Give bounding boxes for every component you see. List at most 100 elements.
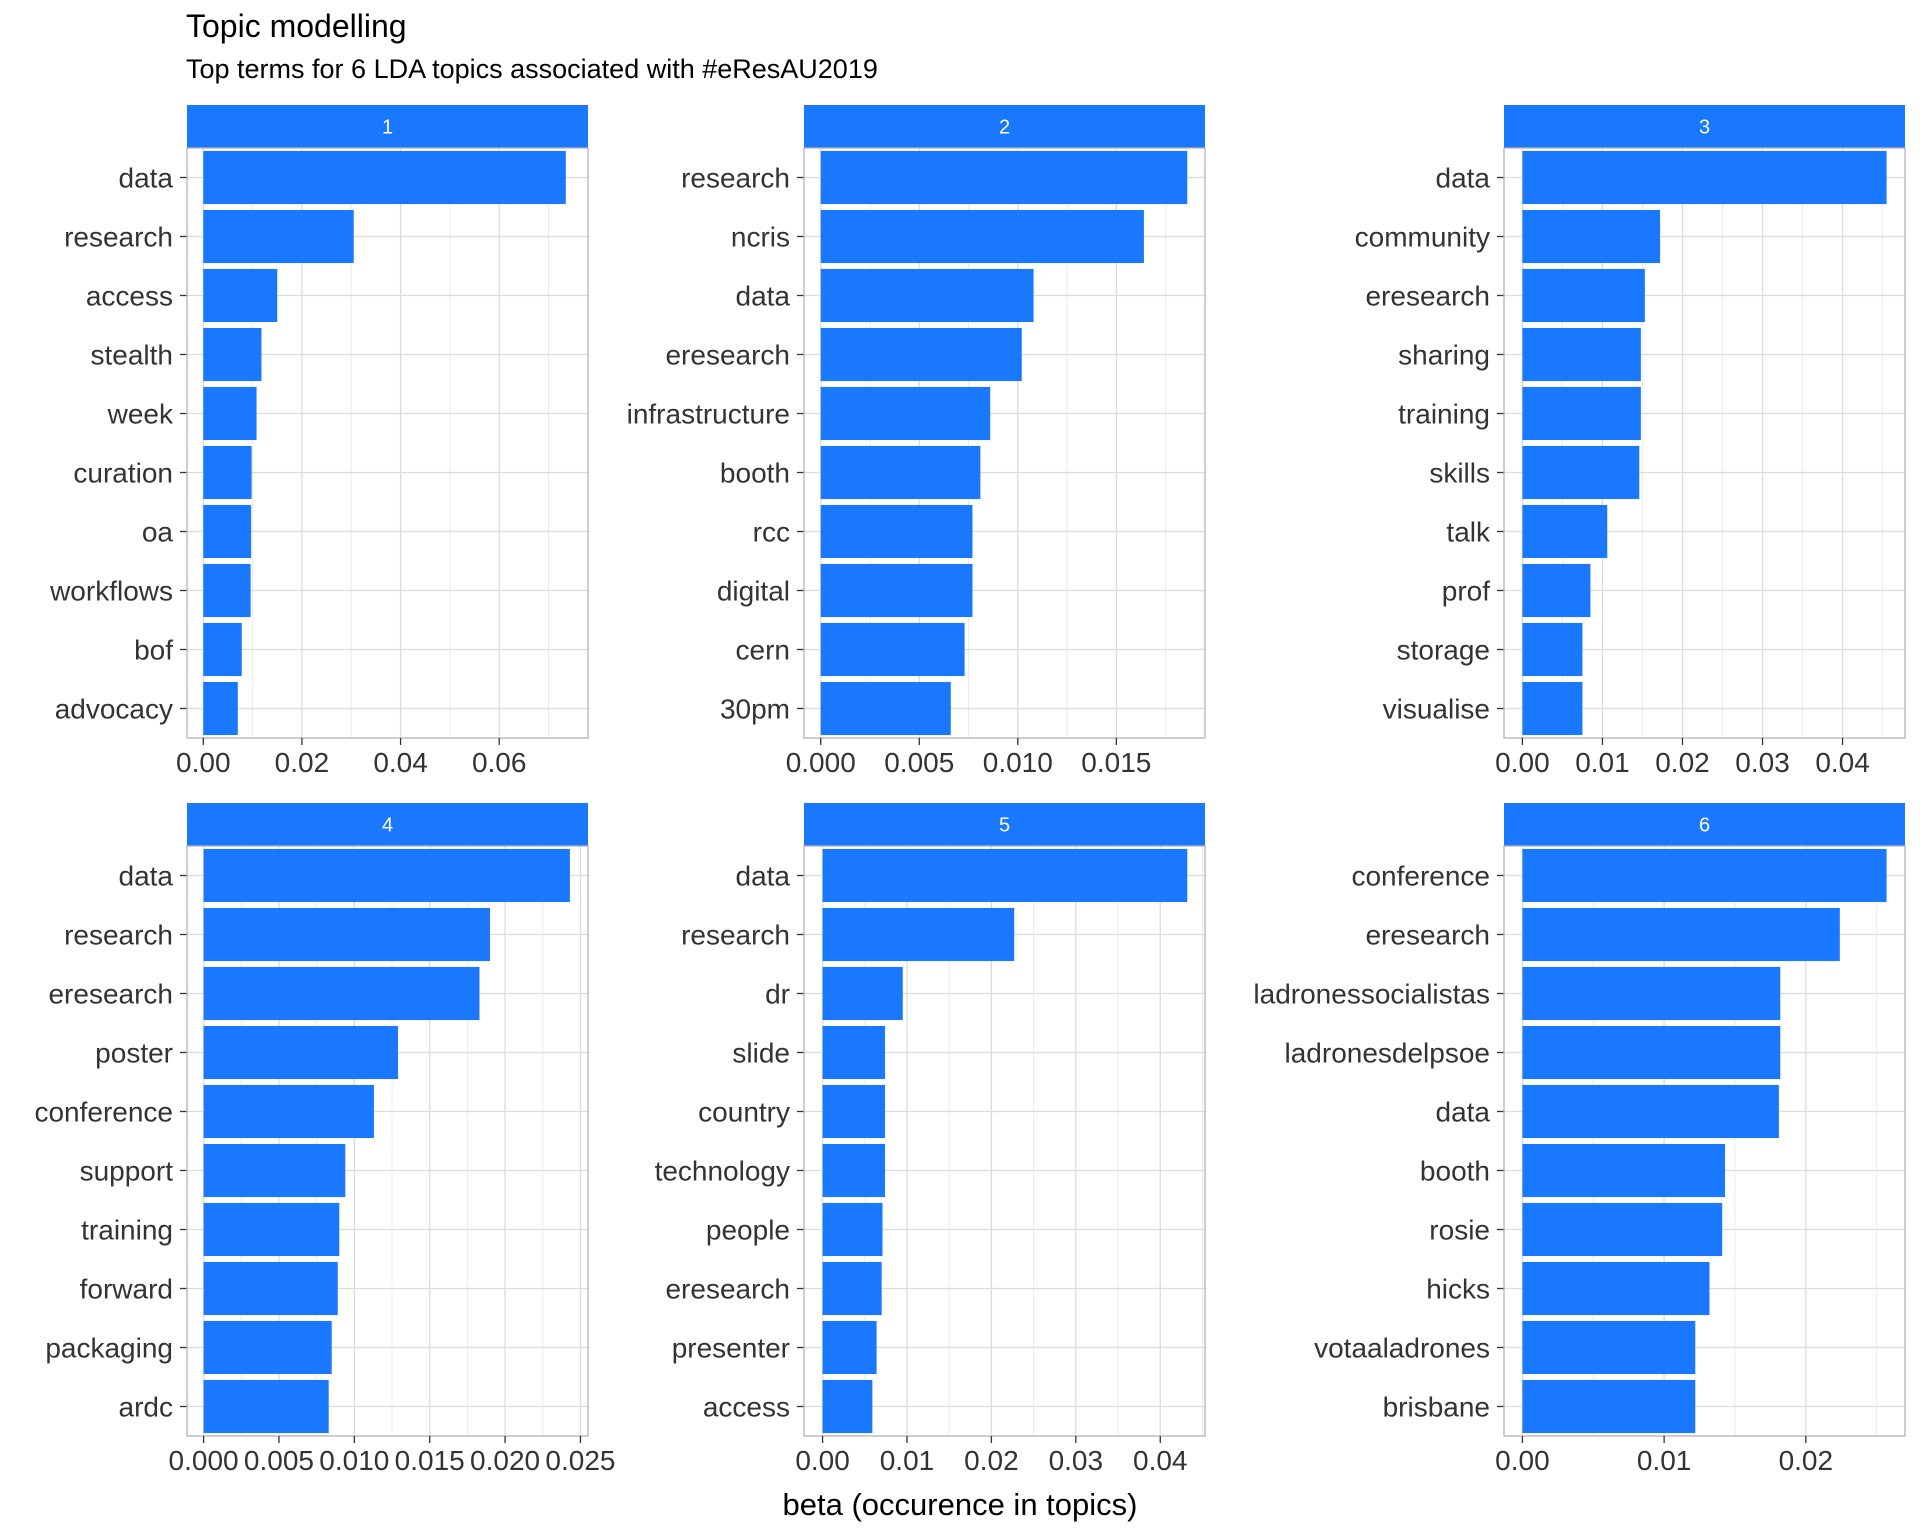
bar-visualise: [1522, 681, 1583, 736]
term-label: conference: [34, 1097, 173, 1128]
x-tick-label: 0.06: [472, 747, 527, 778]
term-label: rcc: [753, 517, 790, 548]
panel-border: [1503, 845, 1906, 1437]
term-label: access: [86, 281, 173, 312]
term-label: data: [1436, 1097, 1491, 1128]
facet-panel-3: 3 data community eresearch sharing training sk…: [1355, 105, 1906, 778]
bar-ncris: [820, 209, 1144, 264]
term-label: data: [736, 281, 791, 312]
bar-workflows: [203, 563, 251, 618]
term-label: curation: [73, 458, 173, 489]
facet-strip-label: 2: [999, 117, 1010, 139]
bar-eresearch: [822, 1261, 882, 1316]
term-label: cern: [736, 635, 790, 666]
term-label: eresearch: [665, 1274, 790, 1305]
facet-panel-4: 4 data research eresearch poster conference su…: [34, 803, 616, 1476]
chart-subtitle: Top terms for 6 LDA topics associated wi…: [186, 54, 878, 84]
term-label: eresearch: [665, 340, 790, 371]
bar-presenter: [822, 1320, 877, 1375]
bar-week: [203, 386, 257, 441]
x-tick-label: 0.01: [880, 1445, 935, 1476]
x-tick-label: 0.00: [795, 1445, 850, 1476]
bar-brisbane: [1522, 1379, 1696, 1434]
facet-strip-label: 3: [1699, 117, 1710, 139]
bar-training: [1522, 386, 1641, 441]
bar-conference: [1522, 848, 1887, 903]
x-axis-label: beta (occurence in topics): [782, 1487, 1138, 1522]
x-tick-label: 0.04: [373, 747, 428, 778]
term-label: hicks: [1426, 1274, 1490, 1305]
bar-packaging: [203, 1320, 332, 1375]
bar-research: [203, 907, 491, 962]
term-label: country: [698, 1097, 790, 1128]
bar-research: [822, 907, 1015, 962]
bar-access: [822, 1379, 873, 1434]
facet-strip: [187, 105, 588, 148]
facet-panel-5: 5 data research dr slide country technology peo…: [655, 803, 1206, 1476]
x-tick-label: 0.005: [884, 747, 954, 778]
x-tick-label: 0.02: [1655, 747, 1710, 778]
term-label: rosie: [1429, 1215, 1490, 1246]
facet-strip: [804, 803, 1205, 846]
bar-advocacy: [203, 681, 238, 736]
bar-access: [203, 268, 278, 323]
term-label: research: [681, 920, 790, 951]
term-label: research: [64, 920, 173, 951]
term-label: research: [681, 163, 790, 194]
facet-strip-label: 4: [382, 815, 393, 837]
bar-community: [1522, 209, 1661, 264]
bar-slide: [822, 1025, 886, 1080]
term-label: ladronesdelpsoe: [1285, 1038, 1491, 1069]
term-label: support: [80, 1156, 174, 1187]
term-label: training: [81, 1215, 173, 1246]
x-tick-label: 0.04: [1133, 1445, 1188, 1476]
term-label: eresearch: [1365, 281, 1490, 312]
bar-hicks: [1522, 1261, 1710, 1316]
term-label: workflows: [49, 576, 173, 607]
term-label: data: [1436, 163, 1491, 194]
x-tick-label: 0.04: [1815, 747, 1870, 778]
bar-prof: [1522, 563, 1591, 618]
bar-eresearch: [1522, 268, 1645, 323]
bar-curation: [203, 445, 252, 500]
facet-strip-label: 5: [999, 815, 1010, 837]
term-label: access: [703, 1392, 790, 1423]
term-label: dr: [765, 979, 790, 1010]
bar-votaaladrones: [1522, 1320, 1696, 1375]
term-label: visualise: [1383, 694, 1490, 725]
term-label: eresearch: [48, 979, 173, 1010]
x-tick-label: 0.005: [244, 1445, 314, 1476]
bar-data: [203, 150, 566, 205]
bar-skills: [1522, 445, 1640, 500]
term-label: packaging: [45, 1333, 173, 1364]
term-label: forward: [80, 1274, 173, 1305]
bar-cern: [820, 622, 965, 677]
bar-talk: [1522, 504, 1608, 559]
term-label: talk: [1446, 517, 1491, 548]
bar-bof: [203, 622, 242, 677]
bar-data: [820, 268, 1034, 323]
bar-ladronesdelpsoe: [1522, 1025, 1781, 1080]
bar-forward: [203, 1261, 338, 1316]
panel-border: [186, 147, 589, 739]
bar-data: [203, 848, 570, 903]
bar-ardc: [203, 1379, 329, 1434]
x-tick-label: 0.010: [319, 1445, 389, 1476]
term-label: ardc: [119, 1392, 173, 1423]
chart-title: Topic modelling: [186, 8, 407, 44]
bar-rosie: [1522, 1202, 1723, 1257]
x-tick-label: 0.00: [1495, 1445, 1550, 1476]
term-label: slide: [732, 1038, 790, 1069]
bar-data: [1522, 1084, 1779, 1139]
term-label: poster: [95, 1038, 173, 1069]
term-label: training: [1398, 399, 1490, 430]
bar-technology: [822, 1143, 886, 1198]
term-label: digital: [717, 576, 790, 607]
x-tick-label: 0.000: [169, 1445, 239, 1476]
bar-booth: [1522, 1143, 1726, 1198]
bar-rcc: [820, 504, 973, 559]
x-tick-label: 0.015: [1081, 747, 1151, 778]
x-tick-label: 0.03: [1735, 747, 1790, 778]
term-label: storage: [1397, 635, 1490, 666]
x-tick-label: 0.020: [470, 1445, 540, 1476]
